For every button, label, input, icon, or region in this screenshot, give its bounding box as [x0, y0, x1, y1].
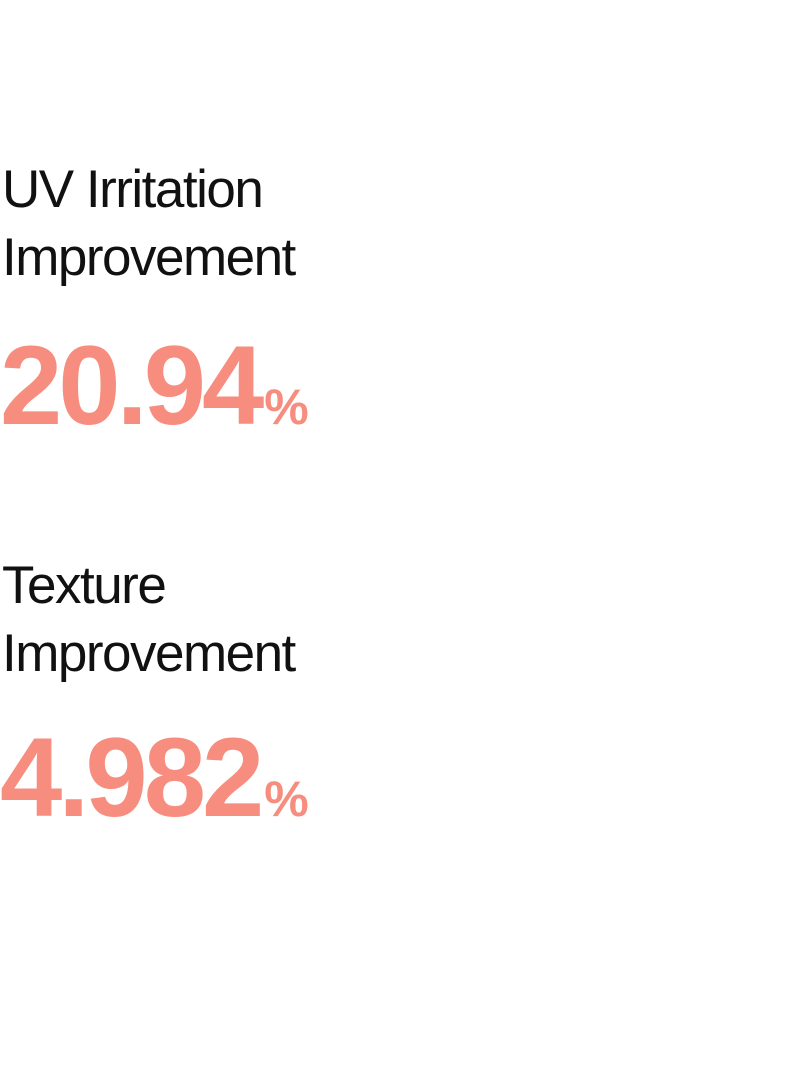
label-line: Improvement: [2, 228, 296, 287]
metric-value-texture: 4.982%: [0, 722, 309, 834]
label-line: UV Irritation: [2, 160, 264, 219]
label-line: Improvement: [2, 624, 296, 683]
metric-label-uv: UV Irritation Improvement: [2, 156, 296, 292]
unit: %: [264, 771, 309, 827]
value: 4.982: [0, 715, 264, 840]
metric-label-texture: Texture Improvement: [2, 552, 296, 688]
metric-value-uv: 20.94%: [0, 330, 309, 442]
unit: %: [264, 379, 309, 435]
label-line: Texture: [2, 556, 167, 615]
value: 20.94: [0, 323, 264, 448]
